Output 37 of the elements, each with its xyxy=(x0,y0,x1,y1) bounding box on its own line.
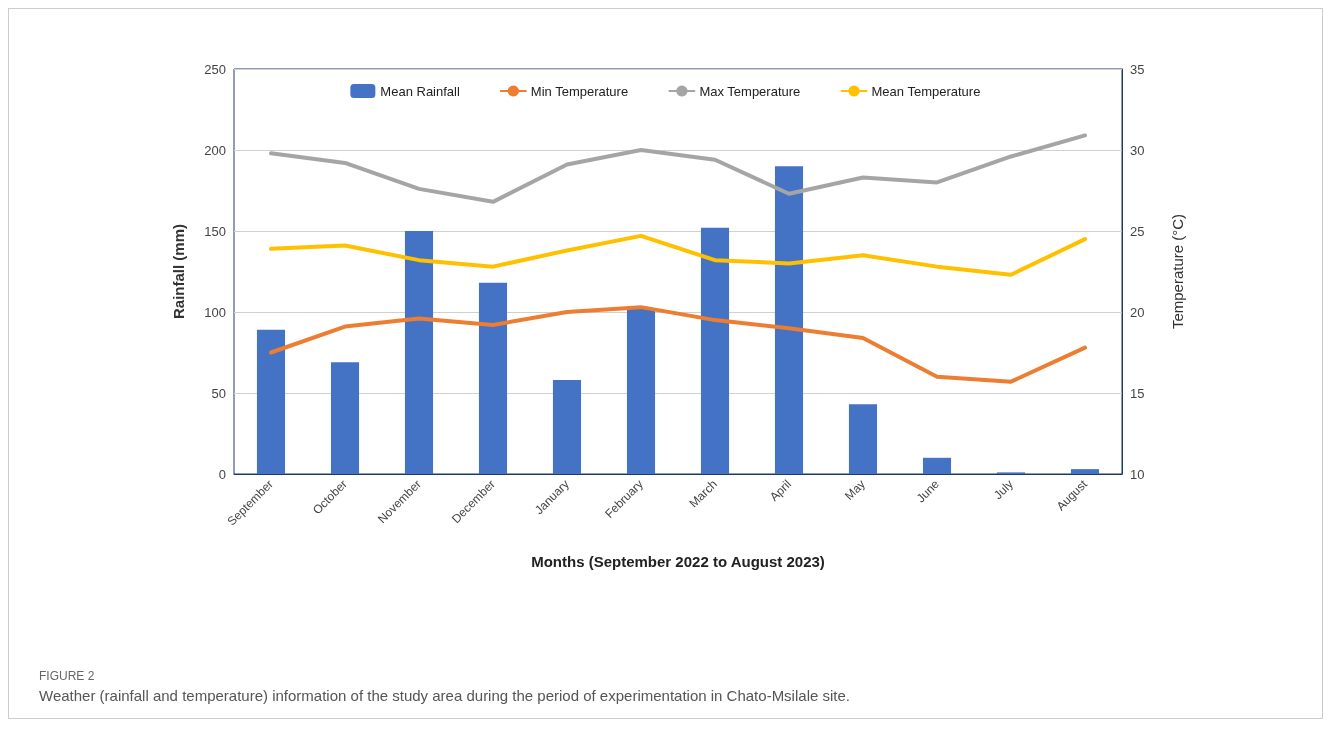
bar xyxy=(1070,469,1100,474)
bar xyxy=(700,227,730,474)
y-tick-label: 100 xyxy=(204,304,226,320)
x-tick-label: July xyxy=(990,477,1016,503)
y2-tick-label: 30 xyxy=(1130,142,1145,158)
x-tick-label: May xyxy=(842,477,868,503)
bar xyxy=(848,404,878,474)
line-series xyxy=(269,233,1087,277)
bar xyxy=(478,282,508,474)
text: Weather (rainfall and temperature) information of the study area during the period of experimentation in Chato-Msilale site. xyxy=(39,687,851,704)
line-series xyxy=(269,305,1087,384)
y-tick-label: 200 xyxy=(204,142,226,158)
bar xyxy=(404,231,434,474)
y-tick-label: 50 xyxy=(211,385,226,401)
bar xyxy=(256,329,286,474)
y2-tick-label: 20 xyxy=(1130,304,1145,320)
y2-axis-title: Temperature (°C) xyxy=(1169,213,1186,330)
y2-tick-label: 35 xyxy=(1130,61,1145,77)
y-tick-label: 150 xyxy=(204,223,226,239)
caption: FIGURE 2 xyxy=(39,669,96,683)
legend-label: Mean Rainfall xyxy=(380,83,460,99)
y-tick-label: 0 xyxy=(218,466,226,482)
bar xyxy=(774,166,804,474)
legend-label: Max Temperature xyxy=(699,83,801,99)
legend-label: Mean Temperature xyxy=(871,83,981,99)
bar xyxy=(330,362,360,474)
x-axis-title: Months (September 2022 to August 2023) xyxy=(531,553,825,570)
bar xyxy=(552,380,582,474)
y2-tick-label: 15 xyxy=(1130,385,1145,401)
y2-tick-label: 10 xyxy=(1130,466,1145,482)
legend-label: Min Temperature xyxy=(530,83,629,99)
y-axis-title: Rainfall (mm) xyxy=(170,223,187,320)
line-series xyxy=(269,133,1087,204)
y-tick-label: 250 xyxy=(204,61,226,77)
bar xyxy=(922,457,952,474)
bar xyxy=(626,308,656,474)
y2-tick-label: 25 xyxy=(1130,223,1145,239)
